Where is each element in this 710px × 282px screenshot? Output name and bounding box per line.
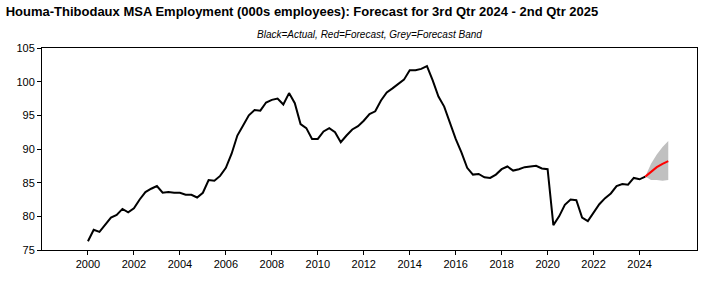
svg-text:Houma-Thibodaux MSA Employment: Houma-Thibodaux MSA Employment (000s emp… — [6, 4, 599, 19]
svg-text:2018: 2018 — [489, 258, 513, 270]
svg-text:100: 100 — [16, 76, 34, 88]
svg-text:2016: 2016 — [443, 258, 467, 270]
svg-text:80: 80 — [23, 210, 35, 222]
svg-text:2024: 2024 — [627, 258, 651, 270]
svg-text:85: 85 — [23, 177, 35, 189]
svg-text:2006: 2006 — [214, 258, 238, 270]
svg-text:2004: 2004 — [168, 258, 192, 270]
svg-text:105: 105 — [16, 42, 34, 54]
svg-text:2002: 2002 — [122, 258, 146, 270]
svg-text:90: 90 — [23, 143, 35, 155]
svg-text:2008: 2008 — [260, 258, 284, 270]
svg-text:2012: 2012 — [352, 258, 376, 270]
svg-text:2020: 2020 — [535, 258, 559, 270]
svg-text:2010: 2010 — [306, 258, 330, 270]
svg-text:2000: 2000 — [76, 258, 100, 270]
svg-text:2022: 2022 — [581, 258, 605, 270]
svg-text:95: 95 — [23, 109, 35, 121]
svg-text:2014: 2014 — [397, 258, 421, 270]
svg-text:75: 75 — [23, 244, 35, 256]
svg-text:Black=Actual, Red=Forecast, Gr: Black=Actual, Red=Forecast, Grey=Forecas… — [257, 29, 482, 40]
